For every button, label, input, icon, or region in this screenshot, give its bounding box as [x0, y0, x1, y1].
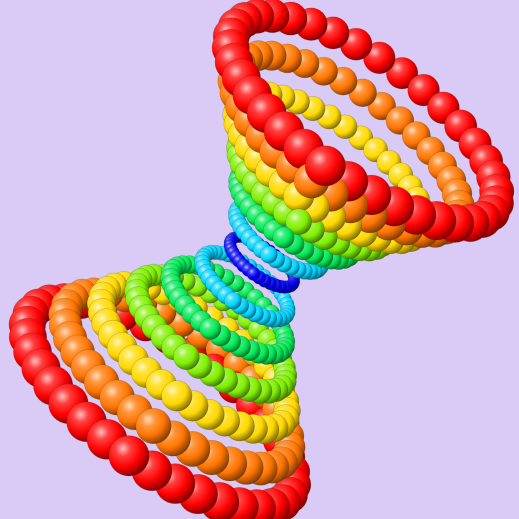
sphere-ring-4-ball-11 [199, 317, 222, 340]
sphere-ring-7-ball-8 [259, 245, 278, 264]
sphere-ring-9-ball-6 [285, 208, 313, 236]
sphere-ring-2-ball-12 [161, 380, 193, 412]
sphere-ring-12-ball-22 [386, 57, 419, 90]
sphere-ring-3-ball-12 [173, 343, 200, 371]
sphere-ring-12-ball-4 [304, 145, 346, 187]
sphere-ring-5-ball-10 [223, 291, 242, 310]
sphere-group [8, 0, 515, 519]
sphere-ring-8-ball-7 [272, 226, 295, 249]
sphere-ring-0-ball-14 [108, 435, 150, 477]
sphere-ring-1-ball-13 [135, 407, 172, 444]
sphere-ring-6-ball-9 [246, 266, 261, 281]
